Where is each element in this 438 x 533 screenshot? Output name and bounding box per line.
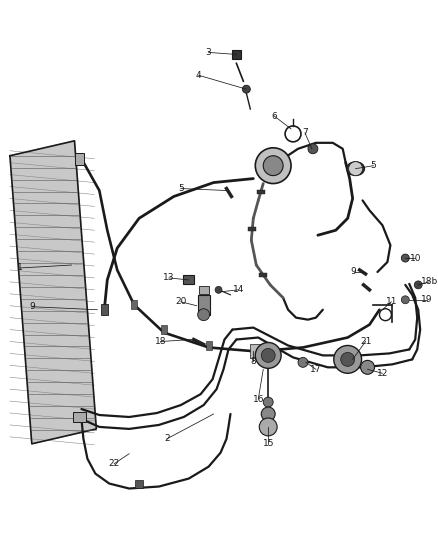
Bar xyxy=(131,300,137,309)
Text: 11: 11 xyxy=(385,297,397,306)
Text: 20: 20 xyxy=(175,297,187,306)
Text: 17: 17 xyxy=(310,365,321,374)
Text: 12: 12 xyxy=(377,369,388,378)
Bar xyxy=(73,412,86,422)
Circle shape xyxy=(242,85,251,93)
Text: 1: 1 xyxy=(17,263,23,272)
Circle shape xyxy=(255,148,291,183)
Text: 18b: 18b xyxy=(420,277,438,286)
Text: 5: 5 xyxy=(178,184,184,193)
Circle shape xyxy=(259,418,277,436)
Bar xyxy=(251,344,262,358)
Bar xyxy=(205,341,212,350)
Text: 18: 18 xyxy=(155,337,167,346)
Bar xyxy=(135,480,143,488)
Circle shape xyxy=(334,345,362,373)
Circle shape xyxy=(341,352,355,366)
Circle shape xyxy=(401,254,409,262)
Circle shape xyxy=(261,349,275,362)
Circle shape xyxy=(349,161,363,175)
Bar xyxy=(161,325,167,334)
Circle shape xyxy=(298,358,308,367)
Text: 13: 13 xyxy=(163,273,175,282)
Circle shape xyxy=(261,407,275,421)
Text: 16: 16 xyxy=(253,394,264,403)
Bar xyxy=(198,295,210,314)
Bar xyxy=(248,227,256,231)
Text: 8: 8 xyxy=(251,357,256,366)
Text: 3: 3 xyxy=(206,48,212,57)
Bar xyxy=(101,304,108,315)
Ellipse shape xyxy=(347,161,364,175)
Circle shape xyxy=(255,343,281,368)
Circle shape xyxy=(414,281,422,289)
Circle shape xyxy=(360,360,374,374)
Text: 9: 9 xyxy=(351,268,357,277)
Circle shape xyxy=(263,397,273,407)
Text: 6: 6 xyxy=(271,111,277,120)
Circle shape xyxy=(263,156,283,175)
Bar xyxy=(199,286,208,294)
Circle shape xyxy=(198,309,210,321)
Text: 22: 22 xyxy=(109,459,120,468)
Circle shape xyxy=(215,286,222,293)
Text: 5: 5 xyxy=(371,161,376,170)
Text: 2: 2 xyxy=(164,434,170,443)
Text: 14: 14 xyxy=(233,285,244,294)
Text: 15: 15 xyxy=(262,439,274,448)
Text: 7: 7 xyxy=(302,128,308,138)
Bar xyxy=(259,273,267,277)
Bar xyxy=(183,276,194,285)
Bar xyxy=(74,153,85,165)
Circle shape xyxy=(401,296,409,304)
Text: 19: 19 xyxy=(421,295,433,304)
Text: 21: 21 xyxy=(360,337,371,346)
Text: 9: 9 xyxy=(29,302,35,311)
Circle shape xyxy=(308,144,318,154)
Text: 10: 10 xyxy=(410,254,421,263)
Bar xyxy=(257,190,265,194)
Polygon shape xyxy=(10,141,96,444)
Text: 4: 4 xyxy=(196,71,201,80)
Bar xyxy=(232,50,241,59)
